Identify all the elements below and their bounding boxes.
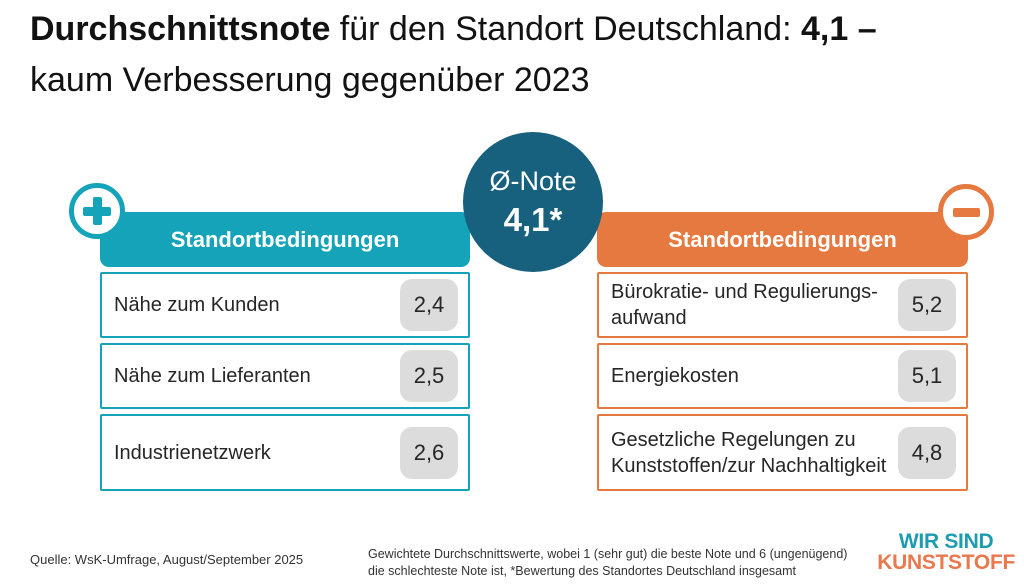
average-note-value: 4,1* — [503, 200, 563, 238]
minus-icon-bar — [952, 207, 980, 217]
plus-icon-vbar — [92, 197, 102, 225]
grade-chip: 2,4 — [400, 279, 458, 331]
grade-chip: 2,6 — [400, 426, 458, 479]
row-label: Nähe zum Lieferanten — [114, 365, 311, 387]
plus-icon — [69, 183, 125, 239]
positive-row-naehe-zum-lieferanten: Nähe zum Lieferanten 2,5 — [100, 343, 470, 409]
wir-sind-kunststoff-logo: WIR SIND KUNSTSTOFF — [877, 531, 1015, 573]
source-note: Quelle: WsK-Umfrage, August/September 20… — [30, 552, 304, 567]
grade-chip: 2,5 — [400, 350, 458, 402]
negative-row-gesetzliche-regelungen: Gesetzliche Regelungen zu Kunststoffen/z… — [597, 414, 968, 491]
title-bold-value: 4,1 – — [800, 10, 877, 48]
average-note-badge: Ø-Note 4,1* — [463, 132, 603, 272]
positive-row-naehe-zum-kunden: Nähe zum Kunden 2,4 — [100, 272, 470, 338]
positive-panel-title: Standortbedingungen — [170, 226, 400, 252]
minus-icon — [938, 184, 994, 240]
grade-chip: 5,2 — [898, 279, 956, 331]
average-note-label: Ø-Note — [489, 165, 577, 196]
title-regular: für den Standort Deutschland: — [330, 10, 801, 48]
negative-row-buerokratie: Bürokratie- und Regulierungs- aufwand 5,… — [597, 272, 968, 338]
title-bold-lead: Durchschnittsnote — [30, 10, 331, 48]
negative-panel-title: Standortbedingungen — [668, 226, 897, 252]
title-line2: kaum Verbesserung gegenüber 2023 — [30, 61, 590, 99]
positive-panel-header: Standortbedingungen — [100, 212, 470, 267]
row-label: Industrienetzwerk — [114, 441, 271, 464]
grade-chip: 4,8 — [898, 426, 956, 479]
positive-row-industrienetzwerk: Industrienetzwerk 2,6 — [100, 414, 470, 491]
negative-panel-header: Standortbedingungen — [597, 212, 968, 267]
row-label: Gesetzliche Regelungen zu Kunststoffen/z… — [611, 428, 887, 477]
row-label: Bürokratie- und Regulierungs- aufwand — [611, 281, 878, 329]
methodology-note: Gewichtete Durchschnittswerte, wobei 1 (… — [368, 547, 848, 578]
logo-line2: KUNSTSTOFF — [877, 551, 1015, 574]
negative-row-energiekosten: Energiekosten 5,1 — [597, 343, 968, 409]
grade-chip: 5,1 — [898, 350, 956, 402]
page-title: Durchschnittsnote für den Standort Deuts… — [30, 4, 877, 106]
row-label: Energiekosten — [611, 365, 739, 387]
row-label: Nähe zum Kunden — [114, 294, 280, 316]
logo-line1: WIR SIND — [898, 530, 994, 553]
